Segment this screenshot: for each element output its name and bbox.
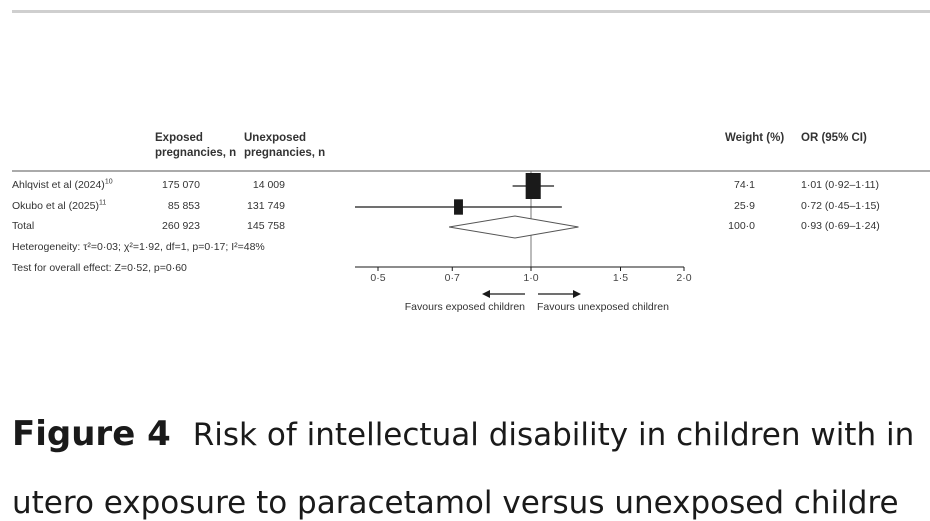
heterogeneity-text: Heterogeneity: τ²=0·03; χ²=1·92, df=1, p…	[12, 241, 265, 253]
favours-right-label: Favours unexposed children	[537, 301, 669, 313]
header-exposed: Exposed pregnancies, n	[155, 132, 237, 159]
weight-value: 74·1	[733, 179, 755, 191]
favours-left-label: Favours exposed children	[404, 301, 525, 313]
top-rule	[12, 10, 930, 13]
pooled-diamond	[449, 215, 579, 239]
point-estimate-box	[525, 173, 541, 199]
figure-number: Figure 4	[12, 414, 171, 454]
unexposed-count: 14 009	[252, 179, 285, 191]
x-tick-label: 0·7	[444, 272, 460, 284]
x-tick-label: 2·0	[676, 272, 692, 284]
x-tick-label: 1·0	[523, 272, 539, 284]
or-value: 0·72 (0·45–1·15)	[801, 200, 880, 212]
arrow-right-head	[573, 290, 581, 298]
weight-value-total: 100·0	[728, 220, 755, 232]
weight-value: 25·9	[733, 200, 755, 212]
figure-caption-line1: Figure 4 Risk of intellectual disability …	[12, 414, 914, 454]
figure-caption-line2: utero exposure to paracetamol versus une…	[12, 485, 899, 521]
x-tick-label: 0·5	[370, 272, 386, 284]
header-unexposed: Unexposed pregnancies, n	[244, 132, 326, 159]
exposed-count: 175 070	[162, 179, 200, 191]
forest-plot	[12, 170, 930, 298]
point-estimate-box	[454, 199, 463, 215]
figure-title-cont: utero exposure to paracetamol versus une…	[12, 485, 899, 521]
or-value-total: 0·93 (0·69–1·24)	[801, 220, 880, 232]
arrow-left-head	[482, 290, 490, 298]
unexposed-count: 131 749	[247, 200, 285, 212]
study-name: Okubo et al (2025)11	[12, 199, 107, 213]
exposed-count: 85 853	[167, 200, 200, 212]
exposed-count-total: 260 923	[162, 220, 200, 232]
overall-effect-text: Test for overall effect: Z=0·52, p=0·60	[12, 262, 187, 274]
study-name: Ahlqvist et al (2024)10	[12, 178, 113, 192]
header-weight: Weight (%)	[725, 132, 785, 144]
header-or: OR (95% CI)	[801, 132, 867, 144]
or-value: 1·01 (0·92–1·11)	[801, 179, 880, 191]
unexposed-count-total: 145 758	[247, 220, 285, 232]
figure-title: Risk of intellectual disability in child…	[192, 417, 915, 453]
study-name-total: Total	[12, 220, 35, 232]
x-tick-label: 1·5	[612, 272, 629, 284]
